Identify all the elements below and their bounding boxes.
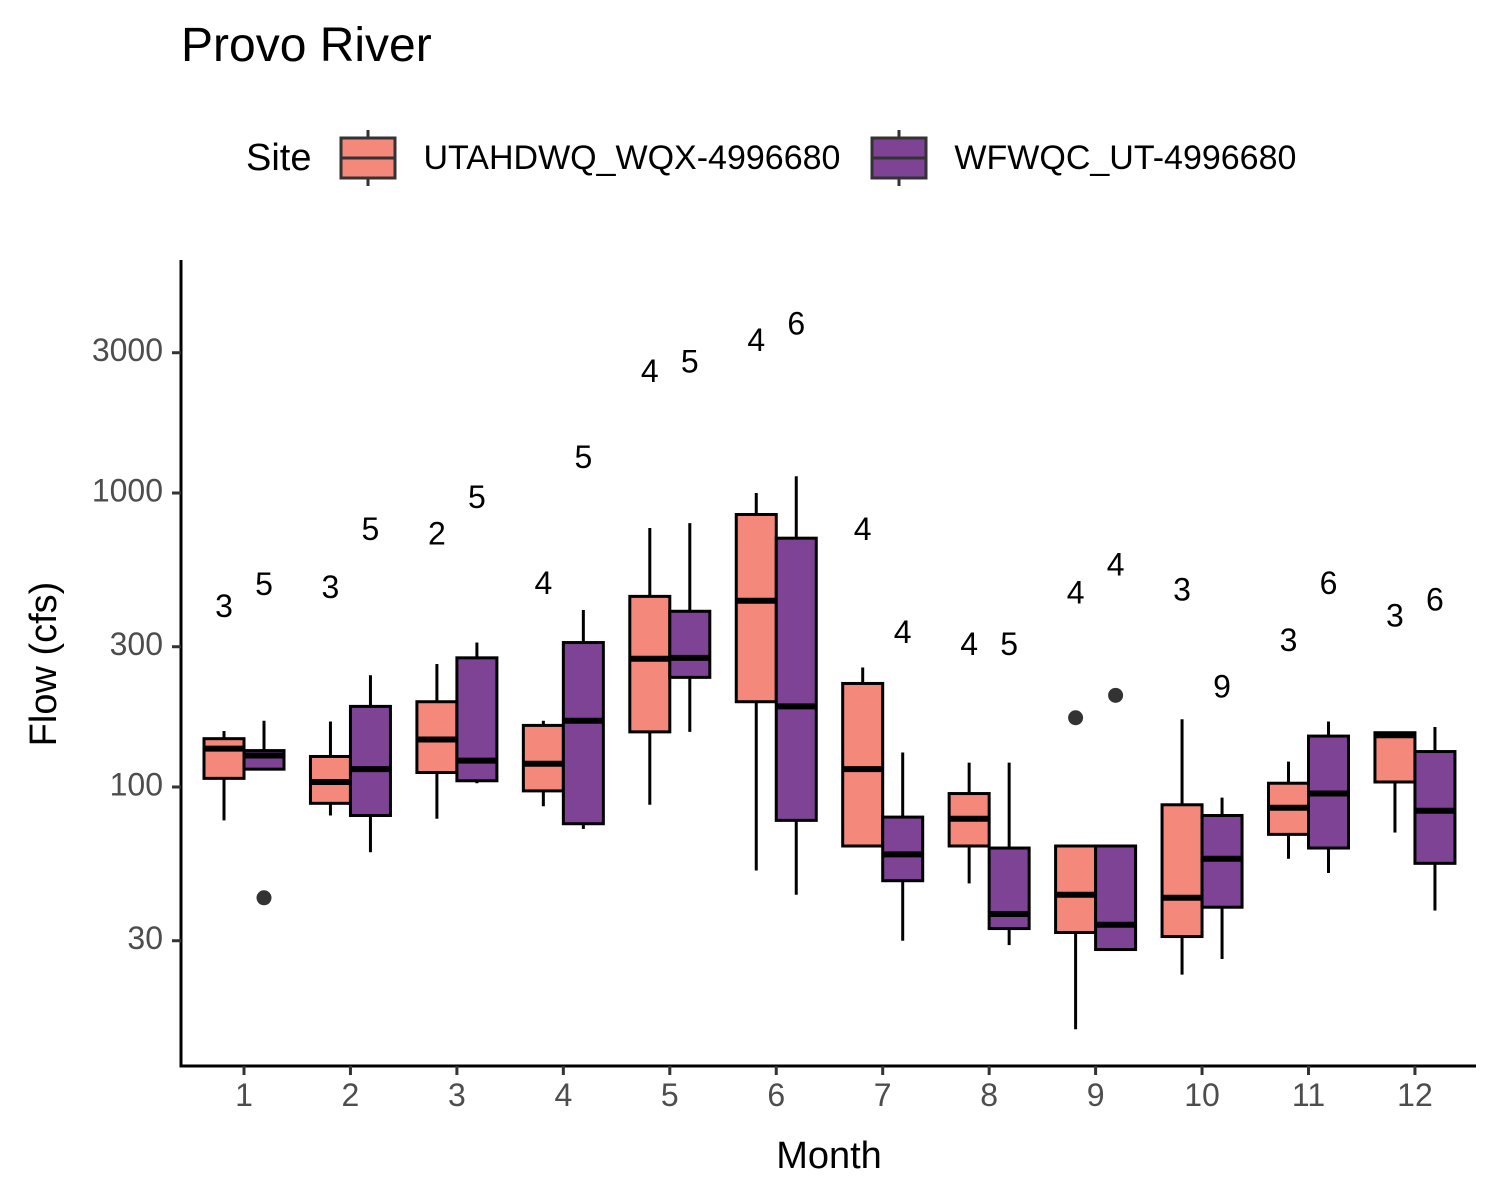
- x-tick-label: 3: [448, 1077, 466, 1113]
- y-tick-label: 100: [110, 766, 163, 802]
- box-body: [668, 609, 712, 679]
- y-axis-title: Flow (cfs): [23, 582, 65, 747]
- x-tick-label: 12: [1397, 1077, 1433, 1113]
- box-body: [774, 536, 818, 822]
- box-body: [841, 681, 885, 848]
- box-body: [1054, 844, 1098, 934]
- count-label: 4: [1067, 574, 1085, 610]
- x-tick-label: 9: [1087, 1077, 1105, 1113]
- box-wfwqc-month-11: 6: [1307, 565, 1350, 873]
- box-utahdwq-month-7: 4: [841, 511, 885, 848]
- y-tick-label: 300: [110, 626, 163, 662]
- count-label: 4: [641, 353, 659, 389]
- box-utahdwq-month-8: 4: [947, 626, 991, 884]
- box-utahdwq-month-6: 4: [734, 322, 778, 871]
- x-tick-label: 1: [235, 1077, 253, 1113]
- chart-title: Provo River: [181, 19, 432, 72]
- count-label: 3: [1280, 622, 1298, 658]
- count-label: 4: [1107, 546, 1125, 582]
- box-wfwqc-month-12: 6: [1413, 582, 1457, 911]
- count-label: 5: [574, 439, 592, 475]
- legend-label-utahdwq: UTAHDWQ_WQX-4996680: [423, 138, 841, 177]
- legend-key-utahdwq: [339, 130, 397, 186]
- outlier-point: [256, 890, 272, 906]
- box-body: [881, 815, 925, 883]
- count-label: 5: [468, 479, 486, 515]
- box-utahdwq-month-3: 2: [415, 515, 459, 819]
- box-body: [348, 704, 392, 817]
- count-label: 5: [362, 511, 380, 547]
- x-tick-label: 7: [874, 1077, 892, 1113]
- box-body: [628, 594, 672, 734]
- count-label: 6: [1320, 565, 1338, 601]
- box-wfwqc-month-2: 5: [348, 511, 392, 853]
- x-axis-title: Month: [776, 1135, 882, 1177]
- x-tick-label: 8: [980, 1077, 998, 1113]
- box-body: [521, 723, 565, 793]
- outlier-point: [1108, 687, 1124, 703]
- box-body: [1094, 844, 1138, 952]
- box-body: [734, 513, 778, 704]
- count-label: 3: [1173, 572, 1191, 608]
- box-utahdwq-month-11: 3: [1267, 622, 1310, 859]
- box-utahdwq-month-12: 3: [1373, 598, 1417, 833]
- count-label: 5: [255, 566, 273, 602]
- count-label: 6: [1426, 582, 1444, 618]
- legend: Site UTAHDWQ_WQX-4996680 WFWQC_UT-499668…: [246, 130, 1326, 186]
- count-label: 9: [1213, 669, 1231, 705]
- count-label: 5: [681, 343, 699, 379]
- box-utahdwq-month-1: 3: [202, 588, 246, 821]
- x-tick-label: 2: [342, 1077, 360, 1113]
- count-label: 2: [428, 515, 446, 551]
- box-wfwqc-month-4: 5: [561, 439, 605, 829]
- box-wfwqc-month-1: 5: [242, 566, 286, 906]
- legend-item-utahdwq: UTAHDWQ_WQX-4996680: [339, 130, 840, 186]
- legend-item-wfwqc: WFWQC_UT-4996680: [870, 130, 1296, 186]
- x-tick-label: 5: [661, 1077, 679, 1113]
- box-wfwqc-month-9: 4: [1094, 546, 1138, 952]
- y-tick-label: 3000: [92, 332, 163, 368]
- box-utahdwq-month-9: 4: [1054, 574, 1098, 1030]
- box-wfwqc-month-3: 5: [455, 479, 499, 784]
- count-label: 4: [534, 565, 552, 601]
- box-body: [561, 641, 605, 826]
- legend-title: Site: [246, 136, 312, 179]
- count-label: 3: [1386, 598, 1404, 634]
- x-tick-label: 10: [1184, 1077, 1220, 1113]
- count-label: 3: [215, 588, 233, 624]
- count-label: 4: [747, 322, 765, 358]
- box-wfwqc-month-8: 5: [987, 626, 1031, 946]
- count-label: 4: [960, 626, 978, 662]
- box-body: [1413, 750, 1457, 865]
- count-label: 5: [1000, 626, 1018, 662]
- box-body: [1373, 731, 1417, 784]
- outlier-point: [1068, 710, 1084, 726]
- box-wfwqc-month-10: 9: [1200, 669, 1244, 959]
- box-utahdwq-month-5: 4: [628, 353, 672, 805]
- box-wfwqc-month-7: 4: [881, 614, 925, 941]
- count-label: 4: [854, 511, 872, 547]
- box-utahdwq-month-4: 4: [521, 565, 565, 807]
- box-body: [1160, 803, 1204, 939]
- x-tick-label: 4: [554, 1077, 572, 1113]
- legend-key-wfwqc: [870, 130, 928, 186]
- y-tick-label: 30: [127, 920, 163, 956]
- box-wfwqc-month-6: 6: [774, 305, 818, 895]
- x-tick-label: 6: [767, 1077, 785, 1113]
- x-tick-label: 11: [1292, 1077, 1325, 1113]
- box-wfwqc-month-5: 5: [668, 343, 712, 732]
- count-label: 3: [322, 569, 340, 605]
- legend-label-wfwqc: WFWQC_UT-4996680: [954, 138, 1297, 177]
- count-label: 4: [894, 614, 912, 650]
- box-utahdwq-month-10: 3: [1160, 572, 1204, 975]
- y-tick-label: 1000: [92, 472, 163, 508]
- box-body: [202, 737, 246, 780]
- box-utahdwq-month-2: 3: [308, 569, 352, 816]
- count-label: 6: [787, 305, 805, 341]
